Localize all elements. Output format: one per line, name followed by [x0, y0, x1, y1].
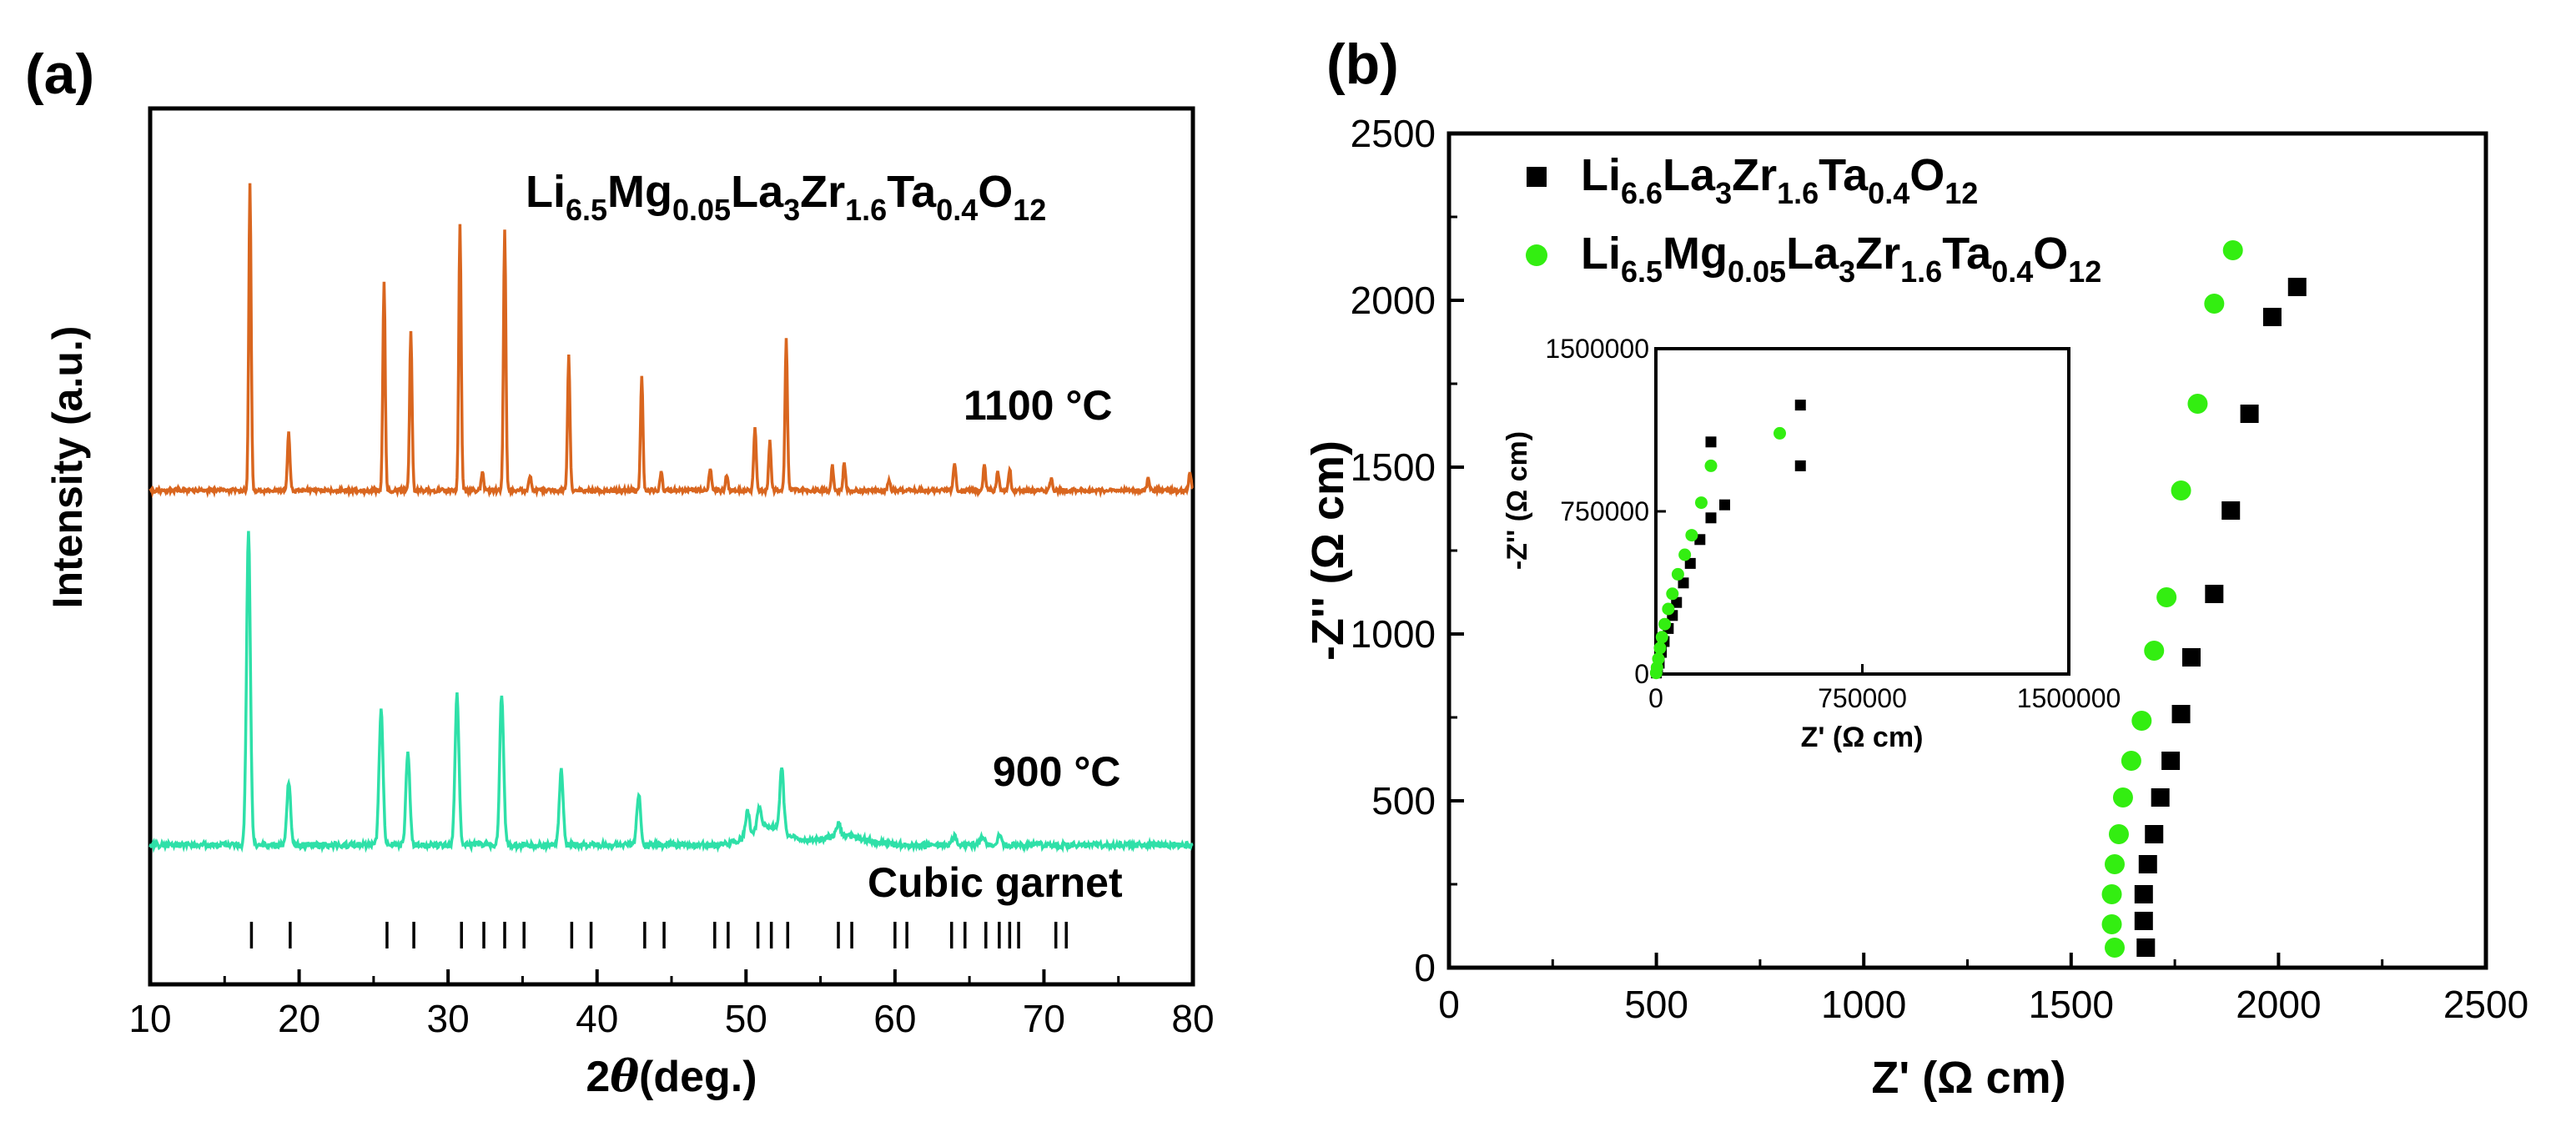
- mg-llzt-data-point: [2108, 824, 2129, 844]
- llzt-data-point: [2136, 938, 2156, 957]
- series-1100-line: [148, 183, 1195, 499]
- y-tick-label: 0: [1414, 946, 1436, 989]
- inset-mg-llzt-point: [1694, 496, 1708, 510]
- panel-b-xlabel: Z' (Ω cm): [1871, 1053, 2065, 1103]
- x-tick-label: 60: [873, 997, 916, 1040]
- x-tick-label: 70: [1023, 997, 1065, 1040]
- inset-mg-llzt-point: [1671, 567, 1684, 581]
- llzt-data-point: [2161, 752, 2181, 770]
- inset-mg-llzt-point: [1666, 587, 1679, 601]
- y-tick-label: 2000: [1351, 279, 1436, 322]
- inset-y-tick-label: 750000: [1560, 496, 1649, 526]
- panel-b-inset-chart: 0 750000 1500000 0 750000 1500000 Z' (Ω cm) -…: [1502, 334, 2121, 753]
- mg-llzt-data-point: [2105, 854, 2126, 874]
- panel-b-ylabel: -Z'' (Ω cm): [1303, 440, 1353, 661]
- inset-mg-llzt-point: [1662, 602, 1675, 616]
- series-900-line: [148, 531, 1194, 854]
- mg-llzt-data-point: [2156, 587, 2177, 607]
- inset-llzt-point: [1684, 557, 1696, 569]
- mg-llzt-data-point: [2112, 787, 2133, 807]
- x-tick-label: 20: [278, 997, 320, 1040]
- inset-mg-llzt-point: [1653, 641, 1667, 655]
- y-tick-label: 500: [1371, 779, 1436, 823]
- inset-mg-llzt-point: [1678, 548, 1692, 561]
- inset-mg-llzt-point: [1655, 631, 1668, 644]
- inset-llzt-point: [1794, 400, 1806, 411]
- panel-b-label: (b): [1326, 33, 1399, 96]
- mg-llzt-data-point: [2101, 914, 2122, 934]
- inset-mg-llzt-point: [1658, 617, 1672, 631]
- panel-a-xrd-chart: 10 20 30 40 50 60 70 80 Li6.5Mg0.05La3Zr1.6Ta0.…: [44, 106, 1215, 1102]
- legend-marker-llzt: [1527, 167, 1547, 187]
- mg-llzt-data-point: [2121, 751, 2141, 771]
- inset-x-tick-label: 750000: [1818, 683, 1907, 713]
- mg-llzt-data-point: [2187, 394, 2208, 414]
- x-tick-label: 1000: [1821, 983, 1906, 1026]
- legend-label-mg-llzt: Li6.5Mg0.05La3Zr1.6Ta0.4O12: [1581, 229, 2101, 289]
- mg-llzt-data-point: [2144, 641, 2165, 661]
- inset-llzt-point: [1719, 499, 1730, 511]
- llzt-data-point: [2221, 501, 2241, 520]
- llzt-data-point: [2287, 278, 2307, 296]
- mg-llzt-data-point: [2105, 938, 2126, 958]
- mg-llzt-data-point: [2171, 480, 2191, 501]
- x-tick-label: 1500: [2029, 983, 2114, 1026]
- y-tick-label: 2500: [1351, 112, 1436, 155]
- mg-llzt-data-point: [2101, 884, 2122, 904]
- inset-ylabel: -Z'' (Ω cm): [1502, 431, 1533, 570]
- llzt-data-point: [2134, 885, 2153, 903]
- inset-xlabel: Z' (Ω cm): [1801, 722, 1924, 753]
- inset-x-tick-label: 0: [1648, 683, 1663, 713]
- inset-y-tick-label: 0: [1634, 659, 1649, 689]
- series-label-1100: 1100 °C: [963, 382, 1112, 429]
- inset-mg-llzt-point: [1652, 652, 1665, 666]
- inset-llzt-point: [1678, 577, 1689, 589]
- x-tick-label: 2000: [2236, 983, 2321, 1026]
- llzt-data-point: [2134, 912, 2153, 930]
- composition-label: Li6.5Mg0.05La3Zr1.6Ta0.4O12: [526, 167, 1046, 227]
- inset-plot-frame: [1654, 347, 2070, 676]
- reference-label: Cubic garnet: [868, 859, 1123, 906]
- mg-llzt-data-point: [2204, 294, 2225, 314]
- inset-y-tick-label: 1500000: [1545, 334, 1649, 364]
- x-tick-label: 10: [128, 997, 171, 1040]
- llzt-data-point: [2138, 855, 2157, 873]
- series-label-900: 900 °C: [993, 748, 1120, 795]
- x-tick-label: 80: [1171, 997, 1214, 1040]
- llzt-data-point: [2262, 308, 2282, 326]
- y-tick-label: 1000: [1351, 612, 1436, 656]
- x-tick-label: 500: [1624, 983, 1688, 1026]
- inset-llzt-point: [1705, 512, 1717, 524]
- inset-mg-llzt-point: [1774, 426, 1786, 440]
- x-tick-label: 40: [576, 997, 618, 1040]
- llzt-data-point: [2181, 648, 2201, 667]
- mg-llzt-data-point: [2131, 711, 2152, 731]
- inset-llzt-point: [1794, 460, 1806, 471]
- llzt-data-point: [2240, 405, 2259, 423]
- panel-b-impedance-chart: 0 500 1000 1500 2000 2500 0 500 1000 1500 2000 2500…: [1303, 112, 2528, 1103]
- inset-llzt-point: [1705, 436, 1717, 448]
- mg-llzt-data-point: [2222, 240, 2243, 260]
- inset-mg-llzt-point: [1685, 529, 1698, 542]
- panel-a-xlabel: 2θ(deg.): [586, 1051, 757, 1102]
- panel-a-plot-frame: [148, 106, 1195, 987]
- llzt-data-point: [2145, 825, 2164, 843]
- inset-mg-llzt-point: [1704, 459, 1718, 472]
- panel-a-ylabel: Intensity (a.u.): [44, 326, 91, 609]
- llzt-data-point: [2205, 585, 2224, 603]
- y-tick-label: 1500: [1351, 445, 1436, 489]
- legend-label-llzt: Li6.6La3Zr1.6Ta0.4O12: [1581, 150, 1978, 210]
- x-tick-label: 30: [427, 997, 470, 1040]
- x-tick-label: 50: [725, 997, 767, 1040]
- llzt-data-point: [2171, 705, 2191, 723]
- panel-b-legend: Li6.6La3Zr1.6Ta0.4O12 Li6.5Mg0.05La3Zr1.6…: [1526, 150, 2101, 289]
- panel-a-label: (a): [25, 43, 94, 106]
- x-tick-label: 0: [1438, 983, 1460, 1026]
- x-tick-label: 2500: [2443, 983, 2528, 1026]
- llzt-data-point: [2151, 788, 2170, 807]
- legend-marker-mg-llzt: [1526, 244, 1547, 266]
- inset-x-tick-label: 1500000: [2017, 683, 2121, 713]
